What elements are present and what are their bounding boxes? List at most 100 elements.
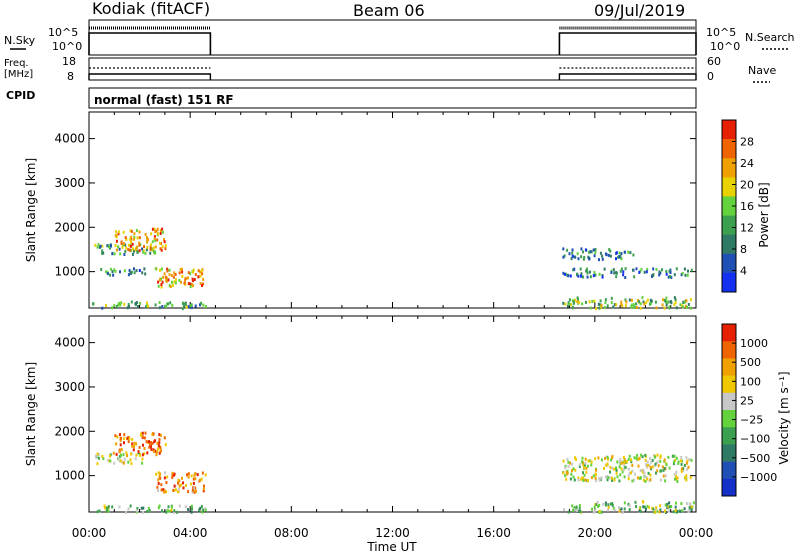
date-title: 09/Jul/2019	[594, 1, 685, 20]
echo-cell	[632, 303, 635, 307]
echo-cell	[603, 306, 606, 309]
echo-cell	[642, 471, 645, 475]
echo-cell	[125, 246, 128, 250]
echo-cell	[127, 440, 130, 444]
echo-cell	[131, 444, 134, 448]
echo-cell	[624, 267, 627, 271]
echo-cell	[168, 509, 171, 513]
echo-cell	[632, 268, 634, 272]
echo-cell	[119, 459, 122, 463]
echo-cell	[621, 510, 624, 514]
echo-cell	[96, 462, 99, 466]
echo-cell	[138, 445, 141, 449]
colorbar-swatch	[722, 139, 736, 159]
echo-cell	[156, 227, 159, 231]
echo-cell	[563, 254, 566, 258]
echo-cell	[668, 305, 671, 309]
echo-cell	[582, 275, 584, 279]
echo-cell	[667, 300, 670, 304]
echo-cell	[190, 482, 193, 486]
echo-cell	[568, 302, 571, 306]
echo-cell	[146, 236, 148, 239]
echo-cell	[640, 453, 643, 457]
echo-cell	[613, 478, 616, 482]
echo-cell	[162, 490, 165, 494]
echo-cell	[562, 271, 565, 275]
echo-cell	[138, 243, 141, 247]
nsky-tick-high-right: 10^5	[706, 26, 736, 39]
echo-cell	[135, 453, 138, 457]
echo-cell	[572, 268, 575, 272]
echo-cell	[189, 304, 192, 308]
echo-cell	[611, 503, 614, 507]
echo-cell	[573, 478, 576, 482]
echo-cell	[599, 478, 602, 481]
echo-cell	[592, 274, 595, 278]
echo-cell	[591, 507, 593, 511]
echo-cell	[684, 273, 687, 277]
echo-cell	[690, 505, 693, 509]
echo-cell	[567, 301, 570, 305]
echo-cell	[153, 235, 156, 239]
echo-cell	[604, 301, 607, 305]
echo-cell	[119, 270, 121, 274]
echo-cell	[567, 460, 570, 464]
echo-cell	[675, 267, 678, 271]
echo-cell	[689, 502, 692, 506]
echo-cell	[143, 452, 146, 456]
echo-cell	[159, 433, 162, 437]
echo-cell	[584, 457, 587, 461]
echo-cell	[609, 249, 612, 253]
echo-cell	[581, 460, 584, 464]
echo-cell	[571, 299, 574, 303]
echo-cell	[182, 486, 185, 490]
echo-cell	[662, 298, 664, 302]
echo-cell	[643, 505, 646, 509]
echo-cell	[146, 301, 148, 305]
echo-cell	[673, 460, 676, 464]
echo-cell	[578, 465, 581, 468]
echo-cell	[639, 476, 642, 480]
echo-cell	[132, 252, 134, 256]
nave-label: Nave	[748, 64, 776, 77]
echo-cell	[627, 474, 630, 478]
echo-cell	[582, 477, 585, 480]
echo-cell	[674, 474, 677, 478]
colorbar-tick-label: 100	[740, 375, 761, 388]
echo-cell	[580, 272, 583, 276]
echo-cell	[562, 247, 565, 251]
echo-cell	[633, 456, 636, 460]
echo-cell	[130, 229, 133, 233]
colorbar-swatch	[722, 341, 736, 359]
echo-cell	[618, 509, 621, 513]
echo-cell	[181, 307, 184, 311]
echo-cell	[628, 471, 631, 475]
echo-cell	[129, 271, 132, 275]
echo-cell	[150, 232, 153, 236]
echo-cell	[138, 269, 141, 272]
echo-cell	[599, 306, 602, 310]
echo-cell	[597, 504, 600, 508]
echo-cell	[143, 245, 145, 249]
echo-cell	[687, 269, 689, 273]
echo-cell	[646, 504, 649, 508]
echo-cell	[649, 466, 652, 469]
echo-cell	[130, 240, 133, 244]
echo-cell	[201, 510, 204, 514]
echo-cell	[623, 250, 626, 254]
echo-cell	[675, 501, 677, 505]
echo-cell	[615, 271, 618, 275]
echo-cell	[613, 508, 616, 512]
echo-cell	[681, 459, 683, 463]
echo-cell	[147, 304, 150, 308]
echo-cell	[166, 475, 169, 479]
echo-cell	[187, 282, 190, 286]
echo-cell	[567, 510, 570, 514]
colorbar-tick-label: 8	[740, 243, 747, 256]
echo-cell	[572, 475, 575, 479]
echo-cell	[630, 460, 633, 464]
echo-cell	[120, 453, 122, 457]
echo-cell	[145, 440, 148, 444]
x-tick-label: 12:00	[375, 526, 410, 540]
echo-cell	[128, 437, 131, 441]
